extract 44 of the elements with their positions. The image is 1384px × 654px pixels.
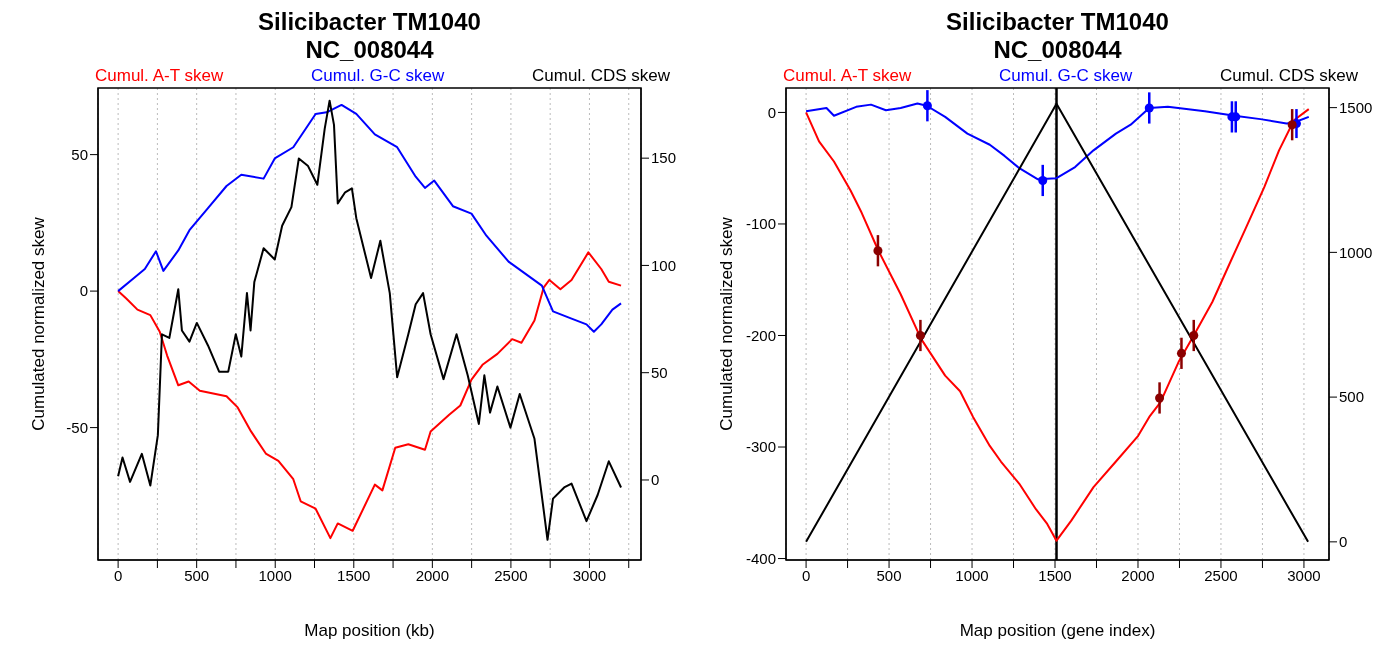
- chart-title: Silicibacter TM1040: [945, 8, 1170, 36]
- x-tick-label: 500: [876, 566, 902, 584]
- y-axis-title: Cumulated normalized skew: [717, 216, 737, 431]
- x-tick-label: 1000: [258, 566, 292, 584]
- y-tick-label: -200: [745, 326, 776, 344]
- chart-subtitle: NC_008044: [992, 36, 1123, 64]
- y2-tick-label: 150: [651, 149, 677, 167]
- x-tick-label: 2500: [494, 566, 528, 584]
- chart-subtitle: NC_008044: [304, 36, 435, 64]
- y-tick-label: 0: [79, 282, 88, 300]
- chart-title: Silicibacter TM1040: [257, 8, 482, 36]
- y-tick-label: -400: [745, 549, 776, 567]
- y-tick-label: 50: [71, 145, 88, 163]
- x-tick-label: 2500: [1204, 566, 1238, 584]
- text: Cumul. A-T skew: [783, 66, 912, 86]
- y2-tick-label: 100: [651, 256, 677, 274]
- x-tick-label: 1500: [1038, 566, 1072, 584]
- y-tick-label: -50: [66, 418, 88, 436]
- y-axis-title: Cumulated normalized skew: [29, 216, 49, 431]
- x-tick-label: 2000: [415, 566, 450, 584]
- text: Cumul. A-T skew: [95, 66, 224, 86]
- y2-tick-label: 0: [651, 471, 660, 489]
- x-axis-title: Map position (kb): [304, 621, 435, 640]
- text: Cumul. CDS skew: [532, 66, 670, 86]
- y2-tick-label: 0: [1339, 533, 1348, 551]
- x-tick-label: 0: [113, 566, 123, 584]
- y-tick-label: -100: [745, 215, 776, 233]
- text: Cumul. CDS skew: [1220, 66, 1358, 86]
- x-tick-label: 1500: [337, 566, 371, 584]
- x-tick-label: 3000: [1287, 566, 1321, 584]
- y2-tick-label: 500: [1339, 388, 1365, 406]
- y-tick-label: 0: [767, 103, 776, 121]
- x-tick-label: 1000: [955, 566, 989, 584]
- x-tick-label: 500: [184, 566, 210, 584]
- series-label: Cumul. G-C skew: [999, 66, 1133, 86]
- y2-tick-label: 50: [651, 364, 668, 382]
- y2-tick-label: 1500: [1339, 98, 1373, 116]
- series-label: Cumul. G-C skew: [311, 66, 445, 86]
- y2-tick-label: 1000: [1339, 243, 1373, 261]
- y-tick-label: -300: [745, 438, 776, 456]
- x-tick-label: 2000: [1121, 566, 1155, 584]
- x-tick-label: 3000: [572, 566, 607, 584]
- x-axis-title: Map position (gene index): [959, 621, 1156, 640]
- x-tick-label: 0: [801, 566, 811, 584]
